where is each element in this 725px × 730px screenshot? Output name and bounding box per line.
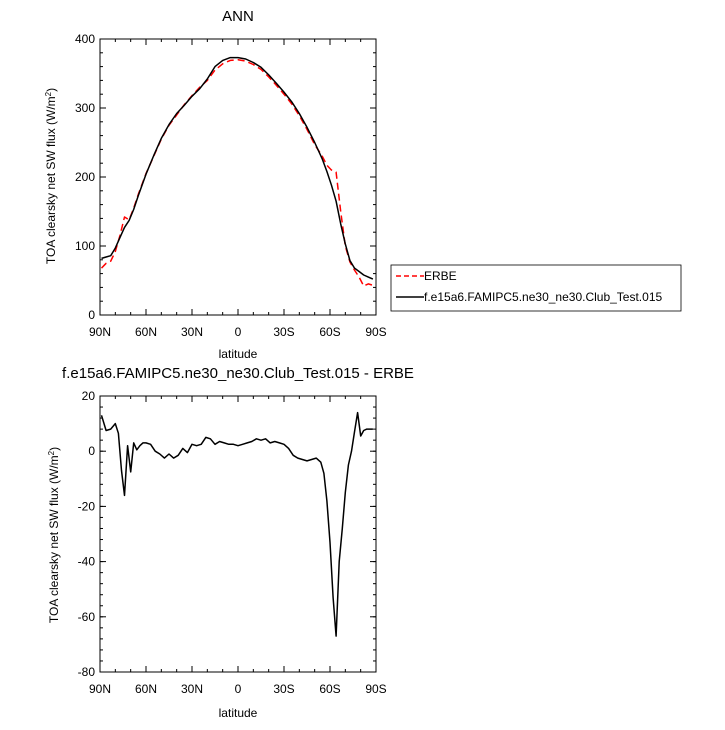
x-tick-label: 30N [181, 682, 203, 696]
y-tick-label: 20 [82, 389, 96, 403]
y-tick-label: -60 [78, 610, 96, 624]
x-tick-label: 0 [235, 325, 242, 339]
x-tick-label: 60N [135, 682, 157, 696]
series-line-diff-0 [102, 413, 373, 636]
x-tick-label: 60S [319, 325, 340, 339]
bottom-plot-area: 90N 60N 30N 0 30S 60S 90S -80 -60 -40 -20 0 20 [78, 389, 387, 696]
bottom-panel: f.e15a6.FAMIPC5.ne30_ne30.Club_Test.015 … [47, 365, 414, 720]
x-tick-label: 90N [89, 682, 111, 696]
y-axis-label: TOA clearsky net SW flux (W/m2) [47, 447, 62, 623]
plot-frame [100, 396, 376, 672]
series-line-f-e15a6-famipc5-ne30-ne30-club-test-015 [102, 58, 373, 280]
y-tick-label: 0 [88, 308, 95, 322]
y-tick-label: 100 [75, 239, 95, 253]
series-line-erbe [102, 60, 373, 286]
x-tick-label: 30S [273, 682, 294, 696]
chart-title: ANN [222, 8, 254, 25]
x-tick-label: 60N [135, 325, 157, 339]
legend-label-erbe: ERBE [424, 269, 457, 283]
y-tick-label: 400 [75, 32, 95, 46]
x-tick-label: 60S [319, 682, 340, 696]
y-tick-label: 200 [75, 170, 95, 184]
legend-label-model: f.e15a6.FAMIPC5.ne30_ne30.Club_Test.015 [424, 290, 662, 304]
x-axis-label: latitude [219, 347, 258, 361]
y-tick-label: -20 [78, 499, 96, 513]
x-axis-label: latitude [219, 706, 258, 720]
y-axis-label: TOA clearsky net SW flux (W/m2) [44, 88, 59, 264]
x-tick-label: 0 [235, 682, 242, 696]
plot-frame [100, 39, 376, 315]
y-tick-label: -40 [78, 555, 96, 569]
x-tick-label: 90S [365, 325, 386, 339]
x-tick-label: 30S [273, 325, 294, 339]
x-tick-label: 30N [181, 325, 203, 339]
y-tick-label: -80 [78, 665, 96, 679]
x-tick-label: 90S [365, 682, 386, 696]
top-panel: ANN 90N 60N 30N 0 30S 60S 90S 0 100 200 300 400 lat… [44, 8, 387, 361]
top-plot-area: 90N 60N 30N 0 30S 60S 90S 0 100 200 300 400 [75, 32, 387, 339]
chart-title: f.e15a6.FAMIPC5.ne30_ne30.Club_Test.015 … [62, 365, 414, 382]
legend: ERBE f.e15a6.FAMIPC5.ne30_ne30.Club_Test… [391, 265, 681, 311]
y-tick-label: 300 [75, 101, 95, 115]
y-tick-label: 0 [88, 444, 95, 458]
x-tick-label: 90N [89, 325, 111, 339]
